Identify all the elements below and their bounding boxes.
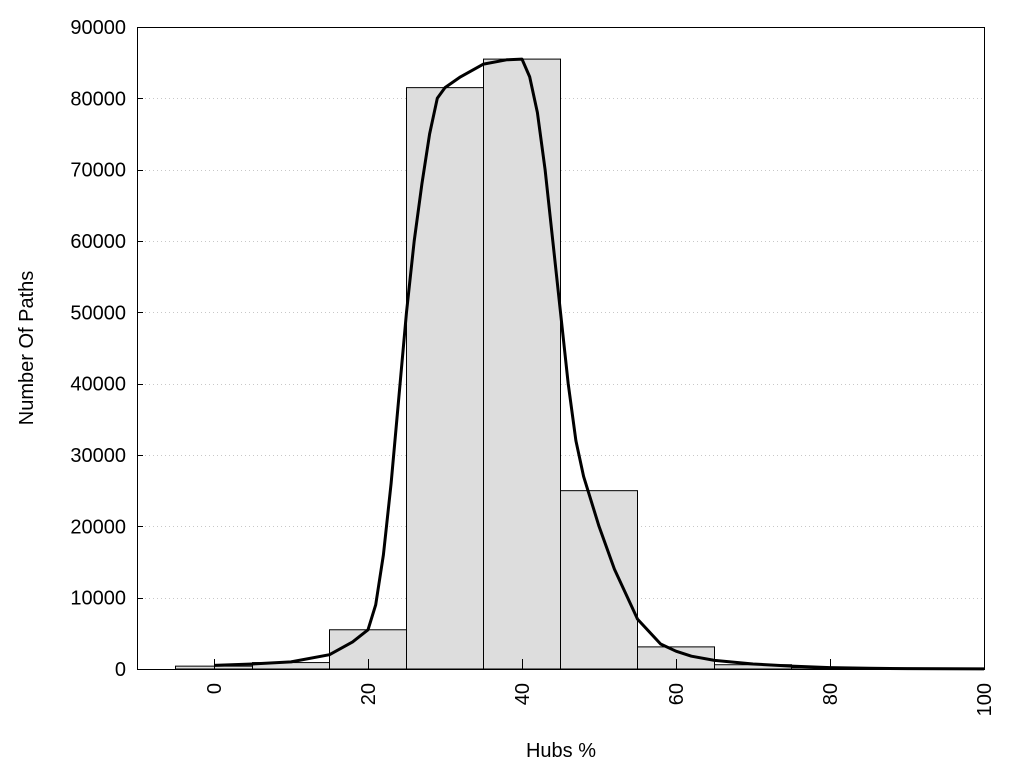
x-tick-label: 0 <box>204 683 226 694</box>
y-tick-label: 60000 <box>70 231 126 253</box>
x-tick-label: 60 <box>666 683 688 705</box>
y-tick-label: 40000 <box>70 374 126 396</box>
x-tick-label: 40 <box>512 683 534 705</box>
y-tick-label: 70000 <box>70 160 126 182</box>
y-tick-label: 80000 <box>70 88 126 110</box>
y-tick-label: 0 <box>115 659 126 681</box>
x-tick-label: 80 <box>820 683 842 705</box>
axis-ticks: 0 10000 20000 30000 40000 50000 60000 70000 8000… <box>70 17 996 716</box>
x-tick-label: 100 <box>974 683 996 716</box>
y-tick-label: 50000 <box>70 302 126 324</box>
fit-curve-line <box>213 57 985 671</box>
bars <box>175 58 985 670</box>
histogram-bar <box>483 58 561 670</box>
x-axis-label: Hubs % <box>526 740 596 762</box>
fit-curve <box>213 57 985 671</box>
x-tick-label: 20 <box>358 683 380 705</box>
y-tick-label: 90000 <box>70 17 126 39</box>
y-tick-label: 10000 <box>70 588 126 610</box>
histogram-bar <box>406 87 484 670</box>
y-tick-label: 20000 <box>70 516 126 538</box>
plot-frame <box>137 27 985 670</box>
histogram-bar <box>560 490 638 670</box>
y-tick-label: 30000 <box>70 445 126 467</box>
y-axis-label: Number Of Paths <box>16 271 38 426</box>
